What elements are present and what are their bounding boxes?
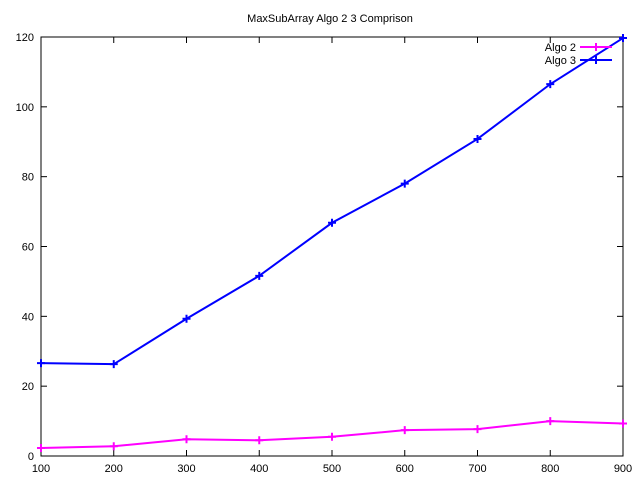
- x-tick-label: 500: [323, 463, 341, 475]
- series-layer: [37, 34, 627, 452]
- data-point-marker: [37, 443, 45, 452]
- series-2: [37, 34, 627, 369]
- data-point-marker: [182, 435, 191, 444]
- axis-ticks: 100 200 300 400 500 600 700 800 900 0 20 40 60 80 100 1…: [16, 32, 633, 475]
- x-tick-label: 200: [105, 463, 123, 475]
- legend-label: Algo 3: [545, 55, 576, 67]
- data-point-marker: [619, 34, 627, 43]
- data-point-marker: [255, 271, 264, 280]
- chart-title: MaxSubArray Algo 2 3 Comprison: [247, 13, 413, 25]
- data-point-marker: [328, 218, 336, 227]
- data-point-marker: [37, 359, 45, 368]
- data-point-marker: [546, 80, 555, 89]
- data-point-marker: [473, 425, 482, 434]
- x-tick-label: 100: [32, 463, 50, 475]
- x-tick-label: 600: [396, 463, 414, 475]
- data-point-marker: [400, 179, 409, 188]
- legend-label: Algo 2: [545, 42, 576, 54]
- data-point-marker: [328, 432, 336, 441]
- x-tick-label: 400: [250, 463, 268, 475]
- data-point-marker: [546, 417, 555, 426]
- x-tick-label: 800: [541, 463, 559, 475]
- x-tick-label: 900: [614, 463, 632, 475]
- y-tick-label: 120: [16, 32, 34, 44]
- y-tick-label: 60: [22, 242, 34, 254]
- data-point-marker: [619, 419, 627, 428]
- plot-frame: [40, 36, 624, 457]
- y-tick-label: 80: [22, 172, 34, 184]
- data-point-marker: [255, 436, 264, 445]
- y-tick-label: 0: [28, 451, 34, 463]
- x-tick-label: 700: [468, 463, 486, 475]
- data-point-marker: [182, 314, 191, 323]
- legend-marker: [592, 56, 600, 64]
- x-tick-label: 300: [177, 463, 195, 475]
- series-line: [40, 37, 624, 366]
- legend-marker: [592, 43, 600, 51]
- data-point-marker: [400, 426, 409, 435]
- y-tick-label: 40: [22, 311, 34, 323]
- y-tick-label: 20: [22, 381, 34, 393]
- y-tick-label: 100: [16, 102, 34, 114]
- series-1: [37, 417, 627, 452]
- data-point-marker: [109, 442, 118, 451]
- data-point-marker: [109, 360, 118, 369]
- data-point-marker: [473, 134, 482, 143]
